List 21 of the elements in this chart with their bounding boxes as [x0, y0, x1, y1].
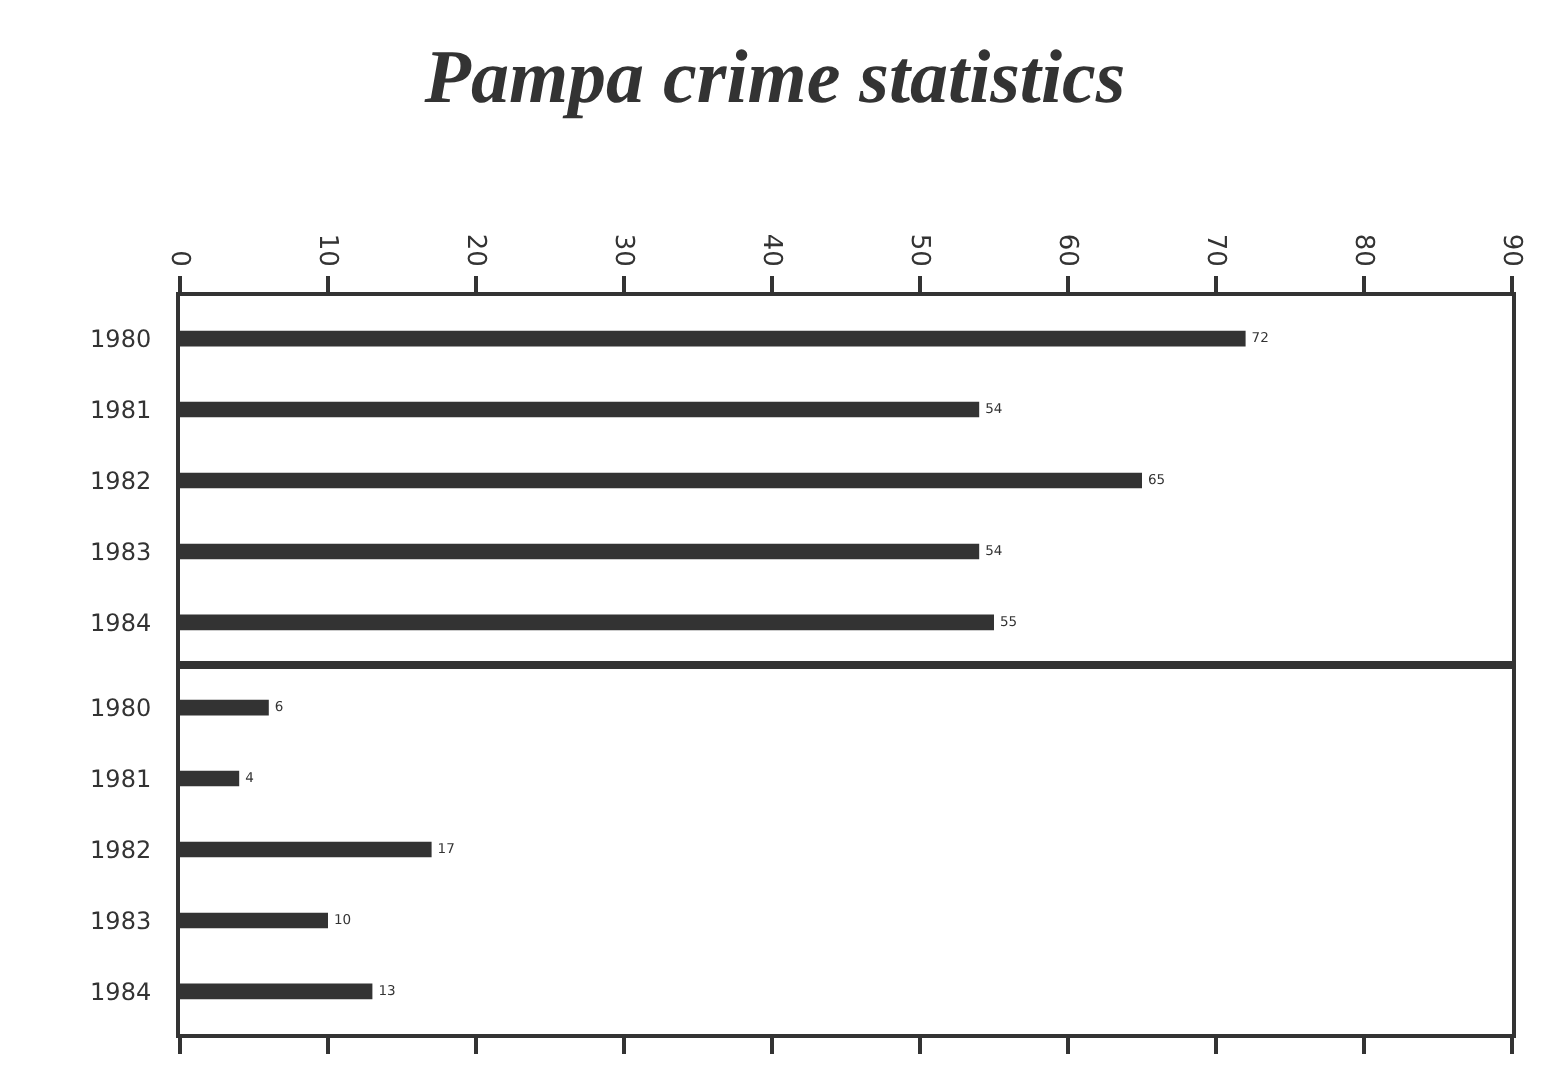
x-tick-label: 30	[607, 233, 638, 267]
x-tick-label: 20	[459, 233, 490, 267]
y-tick-label: 1980	[90, 693, 152, 722]
chart-title: Pampa crime statistics	[422, 35, 1126, 120]
y-tick-label: 1981	[90, 764, 152, 793]
y-tick-label: 1981	[90, 395, 152, 424]
y-tick-label: 1983	[90, 906, 152, 935]
x-tick-label: 40	[755, 233, 786, 267]
y-tick-label: 1984	[90, 977, 152, 1006]
x-tick-label: 60	[1051, 233, 1082, 267]
y-tick-label: 1982	[90, 835, 152, 864]
y-tick-label: 1984	[90, 608, 152, 637]
x-tick-label: 80	[1347, 233, 1378, 267]
x-tick-label: 10	[311, 233, 342, 267]
x-tick-label: 50	[903, 233, 934, 267]
y-tick-label: 1980	[90, 324, 152, 353]
x-tick-label: 90	[1495, 233, 1526, 267]
x-tick-label: 0	[163, 250, 194, 267]
x-tick-label: 70	[1199, 233, 1230, 267]
y-tick-label: 1982	[90, 466, 152, 495]
y-tick-label: 1983	[90, 537, 152, 566]
